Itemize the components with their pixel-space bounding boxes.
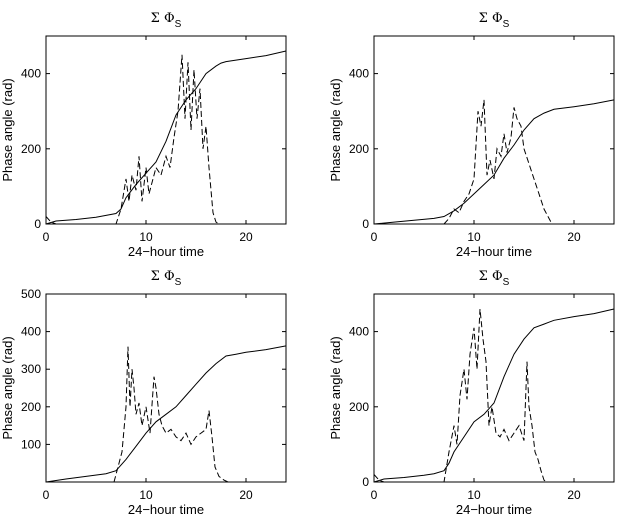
chart-title: Σ ΦS — [479, 11, 510, 30]
chart-title-subscript: S — [503, 277, 510, 288]
series-line-cumulative — [45, 50, 287, 225]
y-tick-label: 0 — [362, 217, 369, 231]
x-tick-label: 0 — [43, 488, 50, 502]
x-tick-label: 0 — [371, 230, 378, 244]
y-tick-label: 0 — [34, 217, 41, 231]
chart-title-text: Σ Φ — [479, 11, 503, 26]
x-axis-label: 24−hour time — [456, 244, 532, 259]
y-axis-label: Phase angle (rad) — [328, 78, 343, 181]
y-tick-label: 400 — [21, 325, 41, 339]
x-tick-label: 0 — [371, 488, 378, 502]
series-line-cumulative — [373, 308, 615, 483]
chart-title: Σ ΦS — [479, 269, 510, 288]
x-tick-label: 20 — [239, 230, 253, 244]
y-tick-label: 400 — [349, 67, 369, 81]
chart-title: Σ ΦS — [151, 11, 182, 30]
x-axis-label: 24−hour time — [128, 244, 204, 259]
plot-frame — [373, 293, 615, 483]
x-axis-label: 24−hour time — [128, 502, 204, 517]
y-tick-label: 400 — [21, 67, 41, 81]
x-axis-label: 24−hour time — [456, 502, 532, 517]
x-tick-label: 20 — [567, 230, 581, 244]
y-axis-label: Phase angle (rad) — [328, 336, 343, 439]
chart-title-subscript: S — [175, 277, 182, 288]
y-tick-label: 200 — [349, 142, 369, 156]
chart-title-text: Σ Φ — [151, 269, 175, 284]
x-tick-label: 10 — [467, 488, 481, 502]
chart-title: Σ ΦS — [151, 269, 182, 288]
x-tick-label: 0 — [43, 230, 50, 244]
series-line-cumulative — [373, 99, 615, 225]
chart-title-text: Σ Φ — [151, 11, 175, 26]
y-axis-label: Phase angle (rad) — [0, 336, 15, 439]
y-tick-label: 500 — [21, 287, 41, 301]
x-tick-label: 10 — [139, 230, 153, 244]
x-tick-label: 20 — [567, 488, 581, 502]
plot-frame — [45, 293, 287, 483]
chart-title-subscript: S — [503, 19, 510, 30]
y-tick-label: 200 — [349, 400, 369, 414]
series-line-instantaneous — [113, 346, 229, 483]
series-line-instantaneous — [45, 54, 286, 225]
series-line-instantaneous — [443, 99, 553, 225]
x-tick-label: 10 — [139, 488, 153, 502]
series-line-instantaneous — [373, 308, 614, 483]
y-tick-label: 300 — [21, 362, 41, 376]
chart-title-subscript: S — [175, 19, 182, 30]
y-tick-label: 200 — [21, 400, 41, 414]
y-axis-label: Phase angle (rad) — [0, 78, 15, 181]
x-tick-label: 20 — [239, 488, 253, 502]
y-tick-label: 0 — [362, 475, 369, 489]
series-line-cumulative — [45, 345, 287, 483]
chart-panel-3: Σ ΦS 0 10 20 100 200 300 400 500 24−hour time Phas… — [0, 269, 287, 517]
chart-title-text: Σ Φ — [479, 269, 503, 284]
plot-frame — [45, 35, 287, 225]
y-tick-label: 200 — [21, 142, 41, 156]
x-tick-label: 10 — [467, 230, 481, 244]
y-tick-label: 100 — [21, 437, 41, 451]
plot-frame — [373, 35, 615, 225]
y-tick-label: 400 — [349, 325, 369, 339]
